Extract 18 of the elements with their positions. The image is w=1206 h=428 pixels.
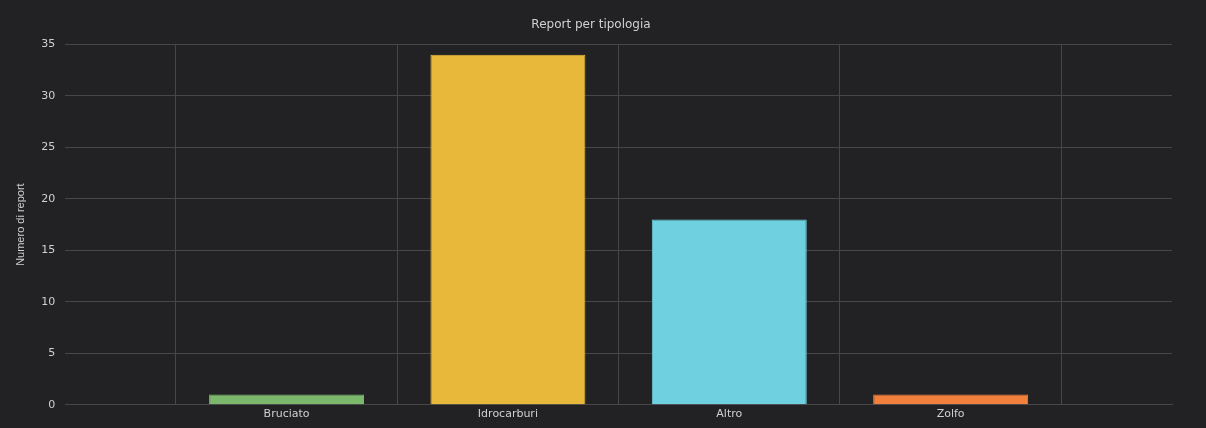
bar [209, 394, 365, 405]
y-tick-label: 25 [41, 140, 56, 154]
y-axis-title: Numero di report [13, 183, 26, 266]
x-tick-label: Altro [716, 407, 743, 421]
y-tick-label: 35 [41, 37, 56, 51]
bar [873, 394, 1029, 405]
y-tick-label: 5 [48, 346, 56, 360]
bar [430, 54, 586, 405]
x-tick-label: Zolfo [936, 407, 965, 421]
y-tick-label: 0 [48, 397, 56, 411]
x-tick-label: Idrocarburi [477, 407, 538, 421]
chart-title: Report per tipologia [531, 17, 651, 32]
bar [651, 219, 807, 405]
y-tick-label: 20 [41, 191, 56, 205]
y-tick-label: 30 [41, 88, 56, 102]
y-tick-label: 10 [41, 294, 56, 308]
x-tick-label: Bruciato [263, 407, 310, 421]
y-tick-label: 15 [41, 243, 56, 257]
